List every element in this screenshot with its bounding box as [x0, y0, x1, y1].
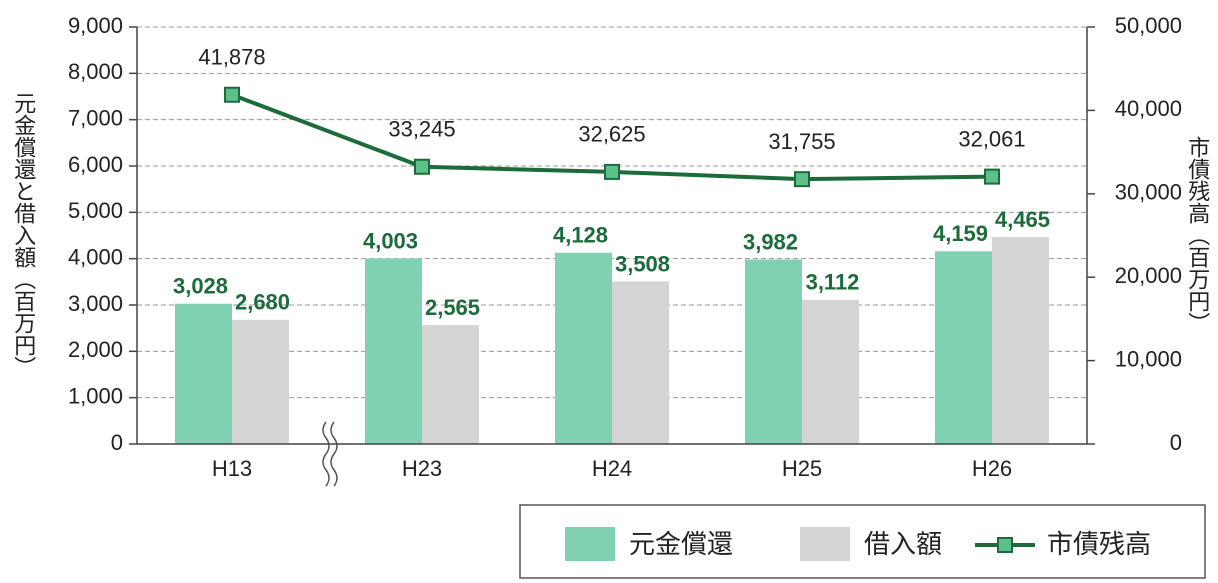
legend-label: 市債残高	[1047, 529, 1151, 559]
y2-tick-label: 40,000	[1115, 96, 1182, 121]
legend-label: 元金償還	[629, 529, 733, 559]
bar-value-label: 2,680	[235, 290, 290, 315]
bar-value-label: 4,003	[363, 228, 418, 253]
bar-value-label: 3,982	[743, 229, 798, 254]
line-marker	[224, 86, 240, 103]
y-tick-label: 0	[111, 430, 123, 455]
y-tick-label: 5,000	[68, 198, 123, 223]
y2-tick-label: 50,000	[1115, 13, 1182, 38]
bar-value-label: 2,565	[425, 295, 480, 320]
line-value-label: 32,061	[958, 126, 1025, 151]
bar-value-label: 4,465	[995, 207, 1050, 232]
bar	[745, 259, 802, 444]
bar	[555, 252, 612, 444]
bar	[612, 281, 669, 444]
bar	[935, 251, 992, 444]
y-tick-label: 2,000	[68, 337, 123, 362]
bar-value-label: 4,159	[933, 221, 988, 246]
bar	[365, 258, 422, 444]
x-tick-label: H23	[402, 456, 442, 481]
x-tick-label: H26	[972, 456, 1012, 481]
y2-tick-label: 10,000	[1115, 346, 1182, 371]
line-value-label: 41,878	[198, 45, 265, 70]
line-marker	[794, 171, 810, 188]
break-line	[330, 421, 338, 487]
y-tick-label: 1,000	[68, 383, 123, 408]
bar-value-label: 3,112	[806, 270, 860, 295]
y2-tick-label: 30,000	[1115, 180, 1182, 205]
y-axis-label: 元金償還と借入額（百万円）	[11, 92, 36, 378]
axis-break	[322, 421, 338, 487]
bar	[232, 319, 289, 444]
y-tick-label: 4,000	[68, 244, 123, 269]
bar-value-label: 3,028	[173, 274, 228, 299]
x-tick-label: H13	[212, 456, 252, 481]
y-tick-label: 3,000	[68, 291, 123, 316]
bar	[422, 325, 479, 444]
line-marker	[604, 163, 620, 180]
y-tick-label: 8,000	[68, 59, 123, 84]
legend-swatch	[565, 527, 615, 561]
break-line	[322, 421, 330, 487]
x-tick-label: H24	[592, 456, 632, 481]
y-tick-label: 6,000	[68, 152, 123, 177]
line-marker	[414, 158, 430, 175]
y2-tick-label: 20,000	[1115, 263, 1182, 288]
bar	[175, 303, 232, 444]
line-value-label: 32,625	[578, 122, 645, 147]
bar	[992, 237, 1049, 444]
bar-value-label: 3,508	[615, 251, 670, 276]
y-tick-label: 9,000	[68, 13, 123, 38]
line-value-label: 33,245	[388, 117, 455, 142]
y2-axis-label: 市債残高（百万円）	[1185, 136, 1210, 334]
y-tick-label: 7,000	[68, 105, 123, 130]
bar	[802, 299, 859, 444]
legend-swatch	[800, 527, 850, 561]
line-value-label: 31,755	[768, 129, 835, 154]
line-marker	[984, 168, 1000, 185]
legend-label: 借入額	[864, 529, 942, 559]
x-tick-label: H25	[782, 456, 822, 481]
bar-value-label: 4,128	[553, 223, 608, 248]
legend-marker	[997, 537, 1013, 553]
y2-tick-label: 0	[1170, 430, 1182, 455]
legend-box	[519, 504, 1206, 579]
